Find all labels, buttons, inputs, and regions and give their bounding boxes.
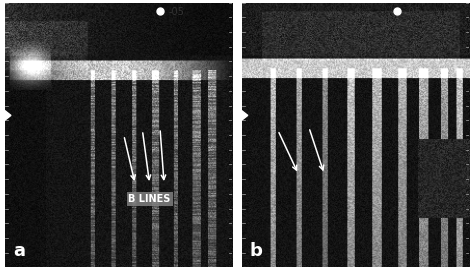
Text: B LINES: B LINES [128,194,171,204]
Polygon shape [5,110,11,120]
Text: -05: -05 [405,6,421,16]
Text: a: a [13,242,25,259]
Text: b: b [250,242,263,259]
Polygon shape [242,110,248,120]
Text: -05: -05 [168,6,184,16]
